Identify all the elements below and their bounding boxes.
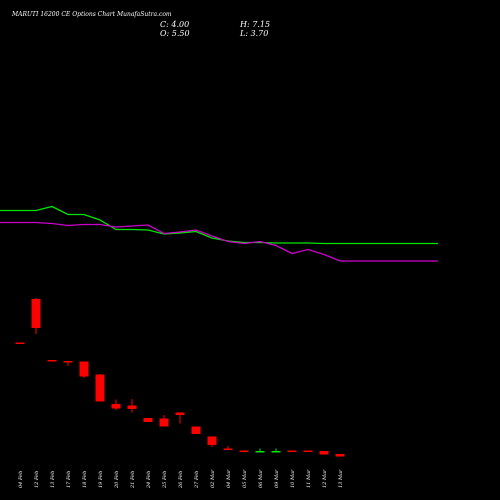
candle-body — [223, 448, 233, 450]
candle-02-mar — [207, 436, 217, 447]
x-tick-label: 26 Feb — [178, 471, 184, 489]
x-tick-label: 19 Feb — [98, 471, 104, 488]
x-tick-label: 24 Feb — [146, 471, 152, 489]
candle-body — [207, 436, 217, 445]
candle-04-feb — [15, 342, 25, 344]
candle-10-mar — [287, 450, 297, 452]
x-tick-label: 17 Feb — [66, 471, 72, 488]
x-tick-label: 21 Feb — [130, 471, 136, 489]
candle-body — [319, 451, 329, 455]
candle-body — [239, 450, 249, 452]
overlay-line-2 — [0, 221, 438, 262]
x-tick-label: 13 Mar — [338, 469, 344, 488]
candle-05-mar — [239, 450, 249, 453]
candle-body — [255, 451, 265, 453]
candle-body — [271, 451, 281, 453]
candle-21-feb — [127, 399, 137, 413]
candle-body — [111, 404, 121, 409]
candle-body — [95, 374, 105, 402]
candle-13-feb — [47, 360, 57, 362]
x-tick-label: 10 Mar — [290, 469, 296, 488]
x-tick-label: 13 Feb — [50, 471, 56, 488]
candle-09-mar — [271, 448, 281, 453]
candle-body — [303, 450, 313, 452]
x-tick-label: 06 Mar — [258, 469, 264, 488]
low-price: L: 3.70 — [239, 29, 268, 38]
x-tick-label: 12 Mar — [322, 469, 328, 488]
x-tick-label: 04 Feb — [18, 471, 24, 488]
x-axis-ticks: 04 Feb 12 Feb 13 Feb 17 Feb 18 Feb 19 Feb 20 F… — [18, 469, 344, 489]
candle-17-feb — [63, 361, 73, 366]
candle-20-feb — [111, 399, 121, 410]
x-tick-label: 25 Feb — [162, 471, 168, 489]
chart-title: MARUTI 16200 CE Options Chart MunafaSutr… — [11, 11, 172, 18]
x-tick-label: 05 Mar — [242, 469, 248, 488]
candle-body — [63, 361, 73, 363]
candle-11-mar — [303, 450, 313, 452]
candle-24-feb — [143, 418, 153, 422]
x-tick-label: 12 Feb — [34, 471, 40, 488]
x-tick-label: 09 Mar — [274, 469, 280, 488]
candle-06-mar — [255, 448, 265, 453]
x-tick-label: 04 Mar — [226, 469, 232, 488]
candle-13-mar — [335, 454, 345, 457]
candle-04-mar — [223, 446, 233, 450]
candle-12-mar — [319, 451, 329, 455]
candle-19-feb — [95, 374, 105, 402]
candle-26-feb — [175, 412, 185, 424]
overlay-lines — [0, 205, 438, 262]
candle-25-feb — [159, 415, 169, 427]
candle-body — [191, 426, 201, 434]
overlay-line-1 — [0, 205, 438, 245]
x-tick-label: 27 Feb — [194, 471, 200, 489]
candle-body — [127, 405, 137, 409]
candle-27-feb — [191, 426, 201, 434]
high-price: H: 7.15 — [239, 20, 270, 29]
candle-body — [79, 361, 89, 377]
candle-body — [31, 299, 41, 328]
candle-body — [15, 342, 25, 344]
candles — [15, 298, 345, 457]
candle-body — [47, 360, 57, 362]
close-price: C: 4.00 — [160, 20, 189, 29]
candle-body — [335, 454, 345, 457]
candle-body — [159, 418, 169, 427]
candle-body — [175, 412, 185, 415]
x-tick-label: 18 Feb — [82, 471, 88, 488]
candle-body — [143, 418, 153, 422]
candle-18-feb — [79, 361, 89, 378]
x-tick-label: 20 Feb — [114, 471, 120, 489]
candle-body — [287, 450, 297, 452]
candle-12-feb — [31, 298, 41, 334]
x-tick-label: 02 Mar — [210, 469, 216, 488]
open-price: O: 5.50 — [160, 29, 190, 38]
x-tick-label: 11 Mar — [306, 469, 312, 488]
